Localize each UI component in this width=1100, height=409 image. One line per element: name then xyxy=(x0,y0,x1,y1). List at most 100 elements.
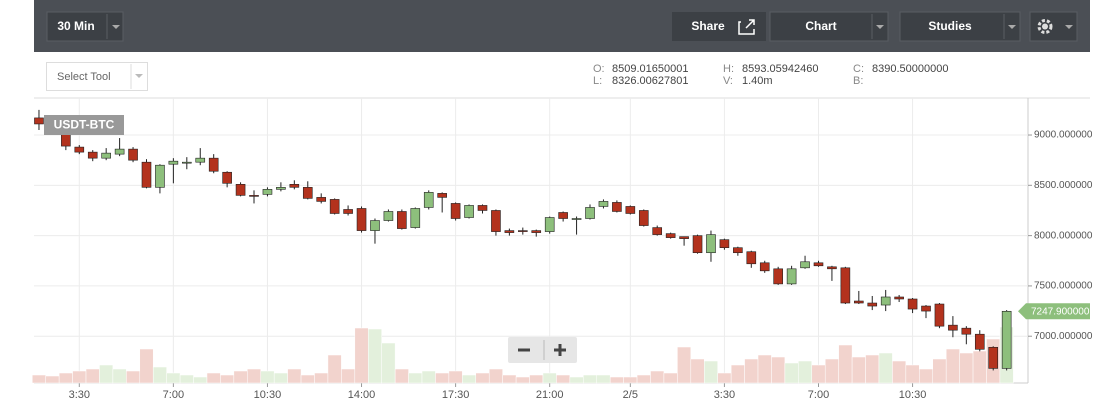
candle-body xyxy=(719,239,730,248)
candle-body xyxy=(706,234,716,254)
candle-body xyxy=(155,164,165,188)
volume-bar xyxy=(381,342,396,384)
candle-body xyxy=(759,262,770,272)
x-tick-label: 7:00 xyxy=(808,389,829,401)
volume-bar xyxy=(462,374,477,384)
info-label: H: xyxy=(723,63,734,75)
volume-bar xyxy=(623,376,638,384)
info-value: 8509.01650001 xyxy=(612,63,688,75)
caret xyxy=(876,25,884,29)
candle-body xyxy=(692,235,703,254)
caret xyxy=(135,74,143,78)
candle-body xyxy=(652,227,663,235)
zoom-in[interactable] xyxy=(554,344,566,356)
candle-body xyxy=(948,324,958,331)
volume-bar xyxy=(851,356,866,384)
candle-body xyxy=(128,148,138,161)
volume-bar xyxy=(744,358,759,384)
candle-body xyxy=(974,333,985,350)
candle-body xyxy=(34,117,44,125)
interval-button[interactable] xyxy=(46,11,124,42)
volume-bar xyxy=(905,364,920,384)
volume-bar xyxy=(408,372,423,384)
volume-bar xyxy=(354,327,369,384)
studies-button[interactable] xyxy=(899,11,1021,42)
candle-body xyxy=(786,268,797,285)
candle-body xyxy=(141,161,152,188)
volume-bar xyxy=(824,358,839,384)
volume-bar xyxy=(636,374,651,384)
volume-bar xyxy=(475,372,490,384)
candle-body xyxy=(477,205,488,211)
volume-bar xyxy=(542,372,557,384)
x-tick-label: 10:30 xyxy=(899,389,927,401)
candle-body xyxy=(921,305,931,312)
candle-body xyxy=(356,208,367,231)
volume-bar xyxy=(206,372,221,384)
share-button[interactable] xyxy=(672,12,766,41)
volume-bar xyxy=(959,352,974,384)
y-tick-label: 9000.000000 xyxy=(1034,130,1093,141)
candle-body xyxy=(934,303,945,327)
candle-body xyxy=(504,230,515,233)
volume-bar xyxy=(878,352,893,384)
volume-bar xyxy=(677,346,692,384)
candle-body xyxy=(773,268,783,285)
volume-bar xyxy=(421,370,436,384)
zoom-out[interactable] xyxy=(518,348,530,352)
candle-body xyxy=(598,201,609,207)
zoom-control xyxy=(508,337,577,363)
candle-body xyxy=(222,171,232,184)
caret xyxy=(112,25,120,29)
candle-body xyxy=(276,187,286,190)
volume-bar xyxy=(650,370,665,384)
symbol-tag xyxy=(44,115,124,135)
volume-bar xyxy=(609,376,624,384)
volume-bar xyxy=(341,368,356,384)
last-price-label: 7247.900000 xyxy=(1031,306,1090,317)
volume-bar xyxy=(394,368,409,384)
volume-bar xyxy=(112,368,127,384)
candle-body xyxy=(961,327,972,335)
candle-body xyxy=(544,217,555,232)
volume-bar xyxy=(220,374,235,384)
caret xyxy=(1065,25,1073,29)
x-tick-label: 14:00 xyxy=(348,389,376,401)
volume-bar xyxy=(99,364,114,384)
volume-bar xyxy=(247,368,261,384)
volume-bar xyxy=(488,368,503,384)
candle-body xyxy=(679,236,689,239)
volume-bar xyxy=(945,348,960,384)
symbol-label: USDT-BTC xyxy=(54,118,115,132)
volume-bar xyxy=(72,370,87,384)
volume-bar xyxy=(435,372,450,384)
candle-body xyxy=(585,207,595,219)
candle-body xyxy=(813,262,824,267)
candle-body xyxy=(168,160,179,165)
volume-bar xyxy=(327,354,342,384)
info-label: C: xyxy=(853,63,864,75)
x-tick-label: 2/5 xyxy=(623,389,638,401)
info-value: 8593.05942460 xyxy=(742,63,818,75)
gear-icon xyxy=(1037,19,1053,34)
candle-body xyxy=(262,189,273,195)
candle-body xyxy=(800,261,810,269)
y-tick-label: 7000.000000 xyxy=(1034,331,1093,342)
chart-button[interactable] xyxy=(769,11,889,42)
candle-body xyxy=(87,151,98,159)
volume-bar xyxy=(32,374,46,384)
candle-body xyxy=(249,195,259,197)
volume-bar xyxy=(193,376,208,384)
candle-body xyxy=(208,157,219,172)
caret xyxy=(1008,25,1016,29)
volume-bar xyxy=(502,374,517,384)
volume-bar xyxy=(838,344,853,384)
plot: 9000.000000 8500.000000 8000.000000 7500.00… xyxy=(32,98,1093,401)
share-label: Share xyxy=(691,19,725,33)
volume-bar xyxy=(529,374,544,384)
info-label: V: xyxy=(723,75,733,87)
candle-body xyxy=(289,184,300,188)
volume-bar xyxy=(179,374,194,384)
share-icon xyxy=(738,19,755,35)
